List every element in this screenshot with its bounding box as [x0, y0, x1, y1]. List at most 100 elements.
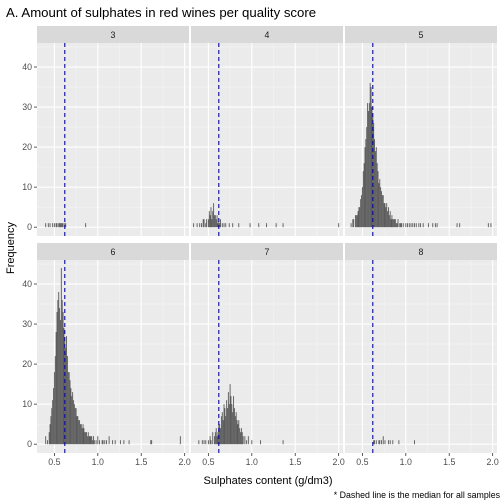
histogram-bar	[210, 440, 212, 445]
histogram-bar	[97, 436, 99, 445]
histogram-bar	[379, 440, 381, 445]
histogram-bar	[378, 440, 380, 445]
histogram-bar	[395, 223, 397, 228]
histogram-bar	[223, 404, 225, 445]
histogram-bar	[214, 215, 216, 228]
x-tick-label: 2.0	[333, 457, 345, 467]
histogram-bar	[53, 223, 55, 228]
histogram-bar	[57, 300, 59, 445]
histogram-bar	[65, 223, 67, 228]
histogram-bar	[381, 191, 382, 228]
histogram-bar	[84, 432, 86, 445]
histogram-bar	[246, 440, 248, 445]
histogram-bar	[242, 436, 244, 445]
histogram-bar	[66, 356, 68, 445]
histogram-bar	[240, 432, 241, 445]
histogram-bar	[221, 223, 223, 228]
histogram-bar	[238, 420, 240, 445]
histogram-bar	[48, 432, 50, 445]
histogram-bar	[218, 424, 220, 445]
histogram-bar	[228, 404, 230, 445]
histogram-bar	[217, 432, 219, 445]
histogram-bar	[386, 203, 388, 228]
histogram-bar	[201, 440, 203, 445]
histogram-bar	[376, 163, 378, 228]
histogram-bar	[389, 211, 391, 228]
histogram-bar	[227, 392, 229, 445]
histogram-bar	[123, 440, 125, 445]
histogram-bar	[373, 123, 375, 228]
histogram-bar	[370, 87, 372, 228]
histogram-bar	[390, 219, 392, 228]
histogram-bar	[383, 203, 385, 228]
x-tick-label: 1.0	[400, 457, 412, 467]
histogram-bar	[436, 223, 438, 228]
histogram-bar	[364, 147, 366, 228]
histogram-bar	[79, 420, 81, 445]
histogram-bar	[427, 223, 429, 228]
chart-caption: * Dashed line is the median for all samp…	[334, 490, 501, 500]
histogram-bar	[384, 203, 386, 228]
histogram-bar	[215, 219, 217, 228]
histogram-bar	[244, 436, 246, 445]
histogram-bar	[226, 400, 228, 445]
histogram-bar	[209, 215, 211, 228]
x-tick-label: 2.0	[179, 457, 191, 467]
histogram-bar	[361, 187, 363, 228]
y-tick-label: 40	[22, 279, 32, 289]
histogram-bar	[369, 83, 371, 228]
histogram-bar	[490, 223, 492, 228]
histogram-bar	[216, 436, 218, 445]
histogram-bar	[82, 424, 84, 445]
histogram-bar	[205, 440, 207, 445]
histogram-bar	[355, 215, 357, 228]
histogram-bar	[200, 223, 202, 228]
histogram-bar	[399, 223, 401, 228]
histogram-bar	[456, 223, 458, 228]
histogram-bar	[367, 103, 369, 228]
histogram-bar	[371, 107, 373, 228]
histogram-bar	[213, 203, 215, 228]
histogram-bar	[218, 219, 220, 228]
histogram-bar	[392, 219, 394, 228]
histogram-bar	[46, 440, 48, 445]
histogram-bar	[394, 219, 396, 228]
y-tick-label: 10	[22, 399, 32, 409]
histogram-bar	[377, 171, 379, 228]
histogram-bar	[73, 400, 74, 445]
histogram-bar	[211, 219, 213, 228]
facet-panel-8: 8 0.5 1.0 1.5 2.0	[345, 243, 499, 467]
histogram-bar	[375, 440, 377, 445]
histogram-bar	[196, 223, 198, 228]
histogram-bar	[233, 408, 235, 445]
histogram-bar	[112, 440, 114, 445]
y-tick-label: 30	[22, 319, 32, 329]
histogram-bar	[47, 223, 49, 228]
histogram-bar	[104, 440, 106, 445]
x-tick-label: 1.5	[289, 457, 301, 467]
histogram-bar	[360, 199, 362, 228]
histogram-bar	[50, 416, 52, 445]
facet-strip-label: 3	[111, 30, 116, 40]
histogram-bar	[199, 223, 201, 228]
y-tick-label: 20	[22, 359, 32, 369]
histogram-bar	[374, 151, 376, 228]
histogram-bar	[198, 440, 200, 445]
histogram-bar	[233, 396, 235, 445]
histogram-bar	[210, 207, 212, 228]
histogram-bar	[99, 440, 101, 445]
histogram-bar	[65, 348, 67, 445]
histogram-bar	[231, 404, 233, 445]
facet-strip-label: 5	[419, 30, 424, 40]
histogram-bar	[71, 396, 73, 445]
histogram-bar	[60, 223, 62, 228]
histogram-bar	[357, 211, 359, 228]
histogram-bar	[237, 424, 239, 445]
histogram-bar	[459, 223, 461, 228]
histogram-bar	[86, 432, 87, 445]
panel-background	[37, 43, 189, 236]
histogram-bar	[384, 440, 386, 445]
histogram-bar	[389, 440, 391, 445]
